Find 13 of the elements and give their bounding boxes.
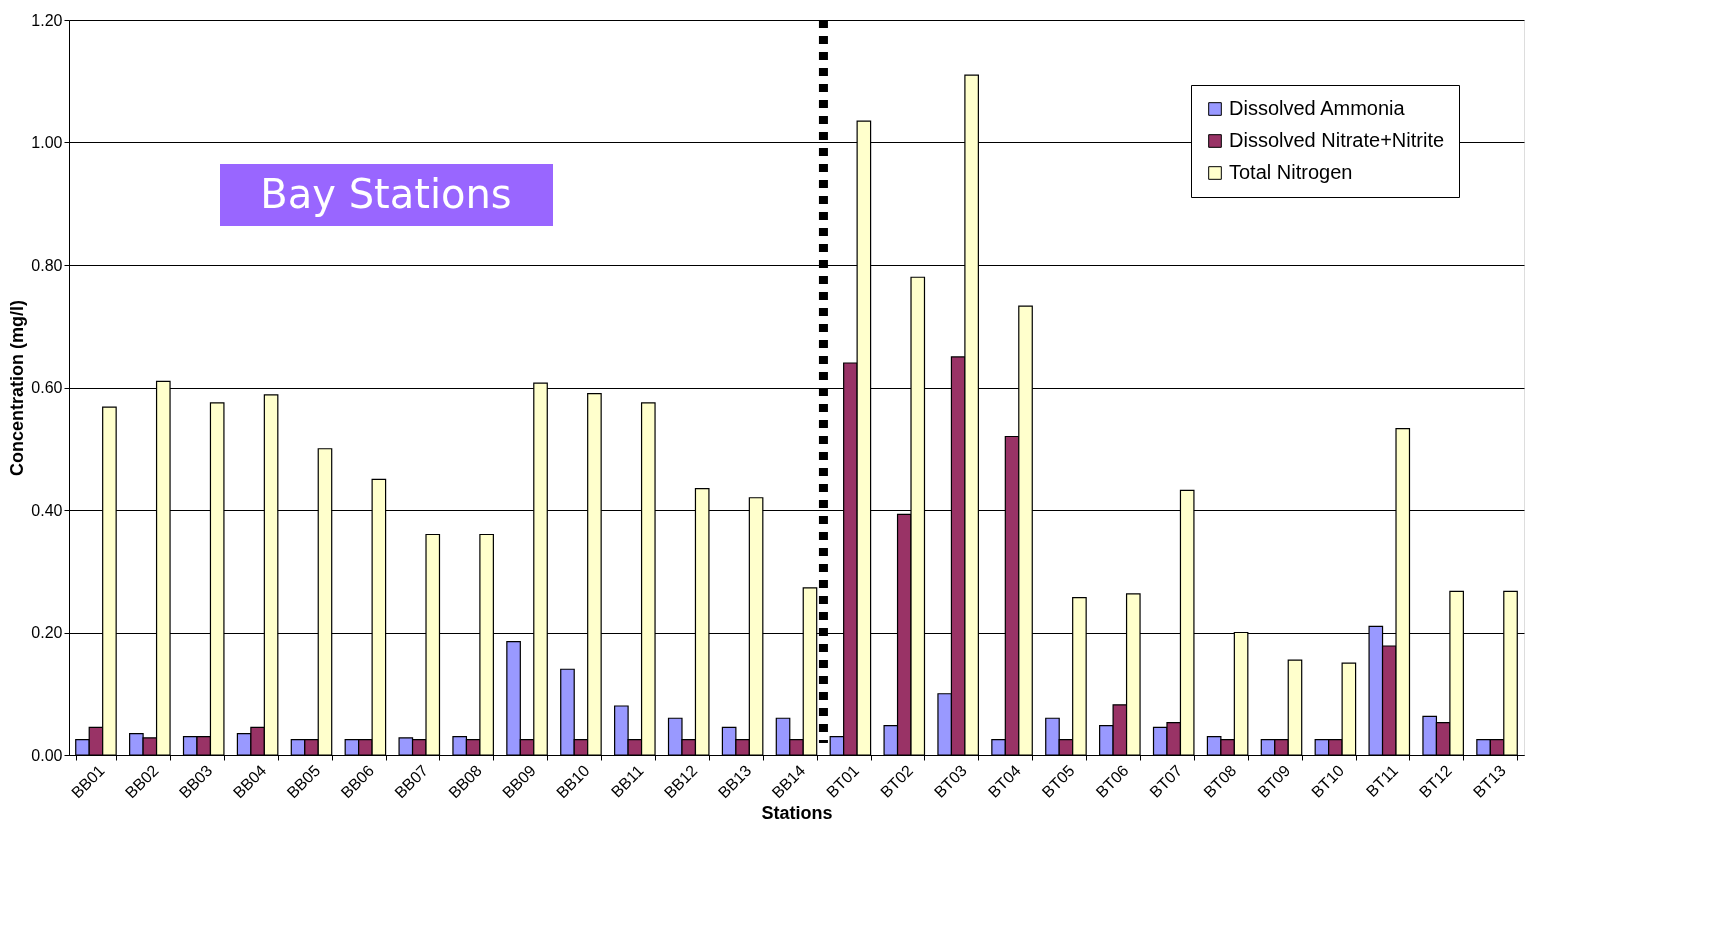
legend-label: Dissolved Nitrate+Nitrite bbox=[1229, 129, 1445, 151]
y-tick-label: 0.20 bbox=[31, 624, 63, 641]
y-axis-title: Concentration (mg/l) bbox=[7, 300, 28, 476]
y-tick-label: 1.00 bbox=[31, 134, 63, 151]
annotation: Bay Stations bbox=[260, 171, 512, 217]
y-tick-label: 0.00 bbox=[31, 746, 63, 764]
legend-label: Total Nitrogen bbox=[1229, 161, 1353, 183]
y-tick-label: 0.40 bbox=[31, 501, 63, 519]
x-axis-title: Stations bbox=[761, 803, 833, 824]
legend-label: Dissolved Ammonia bbox=[1229, 97, 1406, 119]
y-tick-label: 0.60 bbox=[31, 379, 63, 396]
y-tick-label: 1.20 bbox=[31, 11, 63, 29]
y-tick-label: 0.80 bbox=[31, 256, 63, 274]
